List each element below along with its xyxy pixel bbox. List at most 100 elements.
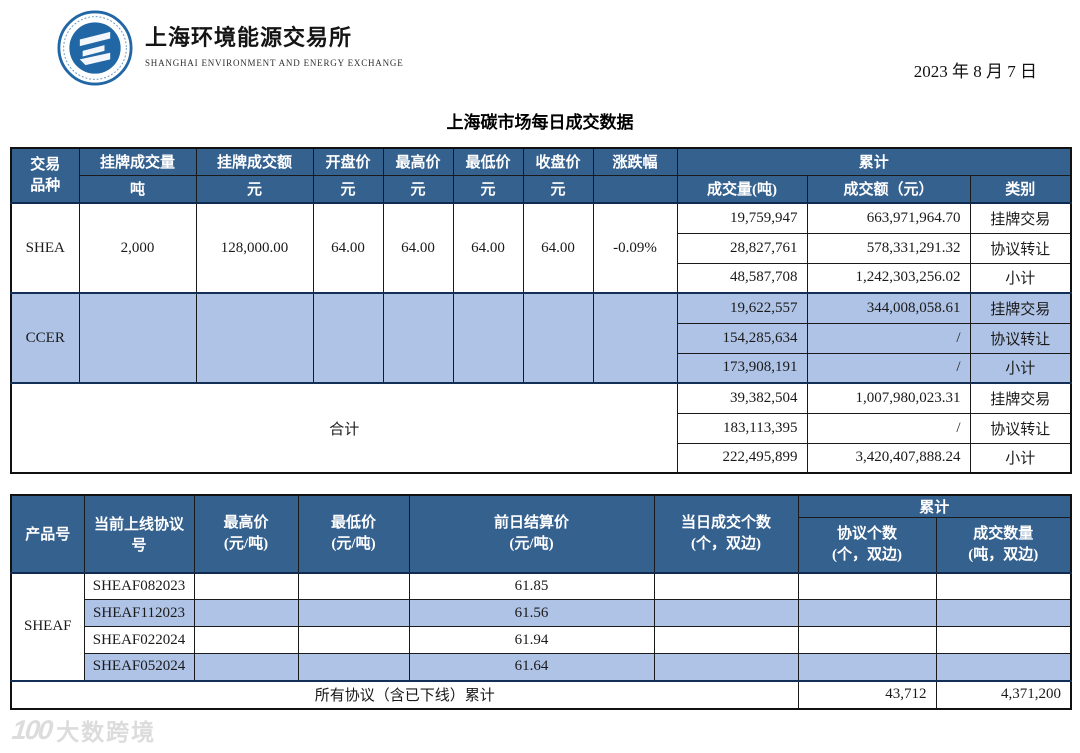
protocol-3-cum-count <box>797 653 937 681</box>
header-low: 最低价 <box>452 147 524 176</box>
protocol-2-cum-qty <box>935 626 1072 654</box>
protocol-2-low <box>297 626 410 654</box>
report-header: 上海环境能源交易所 SHANGHAI ENVIRONMENT AND ENERG… <box>10 0 1070 92</box>
variety-shea: SHEA <box>10 202 80 294</box>
shea-cum-volume-1: 28,827,761 <box>676 232 808 264</box>
ccer-category-1: 协议转让 <box>969 322 1072 354</box>
unit-listed-amount: 元 <box>195 174 314 204</box>
protocol-0: SHEAF082023 <box>83 572 195 600</box>
ccer-cum-amount-2: / <box>806 352 971 384</box>
header-cum-count: 协议个数 (个，双边) <box>797 517 937 573</box>
shea-cum-amount-0: 663,971,964.70 <box>806 202 971 234</box>
shea-category-2: 小计 <box>969 262 1072 294</box>
header-high: 最高价 <box>382 147 454 176</box>
table-row: CCER 19,622,557 344,008,058.61 挂牌交易 <box>10 292 1072 384</box>
table-row: SHEAF SHEAF082023 61.85 <box>10 572 1072 681</box>
ccer-cum-amount-1: / <box>806 322 971 354</box>
header-cum-qty: 成交数量 (吨，双边) <box>935 517 1072 573</box>
ccer-change <box>592 292 678 384</box>
ccer-cum-volume-0: 19,622,557 <box>676 292 808 324</box>
total-category-2: 小计 <box>969 442 1072 474</box>
header-product: 产品号 <box>10 494 85 573</box>
all-protocols-label: 所有协议（含已下线）累计 <box>10 679 799 709</box>
table-row: 154,285,634 / 协议转让 <box>11 322 1072 354</box>
product-sheaf: SHEAF <box>10 572 85 681</box>
protocol-2-day-count <box>653 626 799 654</box>
unit-listed-volume: 吨 <box>78 174 197 204</box>
protocol-2-cum-count <box>797 626 937 654</box>
variety-ccer: CCER <box>10 292 80 384</box>
protocol-3-prev-settle: 61.64 <box>408 653 655 681</box>
daily-market-table: 交易 品种 挂牌成交量 挂牌成交额 开盘价 最高价 最低价 收盘价 涨跌幅 累计… <box>10 147 1072 474</box>
header-listed-volume: 挂牌成交量 <box>78 147 197 176</box>
header-cumulative: 累计 <box>676 147 1072 176</box>
total-cum-volume-0: 39,382,504 <box>676 382 808 414</box>
shea-listed-volume: 2,000 <box>78 202 197 294</box>
shea-high: 64.00 <box>382 202 454 294</box>
header-prev-settle: 前日结算价 (元/吨) <box>408 494 655 573</box>
header-day-count: 当日成交个数 (个，双边) <box>653 494 799 573</box>
table-row: 173,908,191 / 小计 <box>11 352 1072 384</box>
protocol-1-cum-qty <box>935 599 1072 627</box>
header-cum-volume: 成交量(吨) <box>676 174 808 204</box>
ccer-low <box>452 292 524 384</box>
ccer-cum-amount-0: 344,008,058.61 <box>806 292 971 324</box>
unit-high: 元 <box>382 174 454 204</box>
total-cum-volume-2: 222,495,899 <box>676 442 808 474</box>
shea-low: 64.00 <box>452 202 524 294</box>
protocol-2-prev-settle: 61.94 <box>408 626 655 654</box>
table-row: 28,827,761 578,331,291.32 协议转让 <box>11 232 1072 264</box>
header-change: 涨跌幅 <box>592 147 678 176</box>
header-t2-cumulative: 累计 <box>797 494 1072 518</box>
protocol-1-high <box>193 599 299 627</box>
protocol-0-prev-settle: 61.85 <box>408 572 655 600</box>
protocol-3-low <box>297 653 410 681</box>
exchange-brand: 上海环境能源交易所 SHANGHAI ENVIRONMENT AND ENERG… <box>57 10 404 86</box>
unit-close: 元 <box>522 174 594 204</box>
table-footer-row: 所有协议（含已下线）累计 43,712 4,371,200 <box>10 679 1072 709</box>
table-row: SHEAF022024 61.94 <box>11 626 1072 654</box>
shea-category-1: 协议转让 <box>969 232 1072 264</box>
protocol-3-cum-qty <box>935 653 1072 681</box>
protocol-0-low <box>297 572 410 600</box>
table-row: 合计 39,382,504 1,007,980,023.31 挂牌交易 <box>10 382 1072 474</box>
header-close: 收盘价 <box>522 147 594 176</box>
ccer-close <box>522 292 594 384</box>
ccer-listed-amount <box>195 292 314 384</box>
protocol-0-cum-qty <box>935 572 1072 600</box>
protocol-1-day-count <box>653 599 799 627</box>
ccer-category-2: 小计 <box>969 352 1072 384</box>
table-row: SHEA 2,000 128,000.00 64.00 64.00 64.00 … <box>10 202 1072 294</box>
sheaf-protocol-table: 产品号 当前上线协议号 最高价 (元/吨) 最低价 (元/吨) 前日结算价 (元… <box>10 494 1073 710</box>
protocol-1-low <box>297 599 410 627</box>
ccer-cum-volume-2: 173,908,191 <box>676 352 808 384</box>
report-page: 上海环境能源交易所 SHANGHAI ENVIRONMENT AND ENERG… <box>10 0 1073 710</box>
protocol-2-high <box>193 626 299 654</box>
ccer-high <box>382 292 454 384</box>
header-protocol: 当前上线协议号 <box>83 494 195 573</box>
unit-change <box>592 174 678 204</box>
watermark-logo-icon: 100 <box>10 714 53 745</box>
table-row: SHEAF112023 61.56 <box>11 599 1072 627</box>
shea-cum-volume-0: 19,759,947 <box>676 202 808 234</box>
header-category: 类别 <box>969 174 1072 204</box>
exchange-logo-icon <box>57 10 133 86</box>
protocol-3-high <box>193 653 299 681</box>
total-cum-amount-0: 1,007,980,023.31 <box>806 382 971 414</box>
header-variety: 交易 品种 <box>10 147 80 204</box>
header-listed-amount: 挂牌成交额 <box>195 147 314 176</box>
table-row: 222,495,899 3,420,407,888.24 小计 <box>11 442 1072 474</box>
total-cum-amount-1: / <box>806 412 971 444</box>
total-category-0: 挂牌交易 <box>969 382 1072 414</box>
protocol-3: SHEAF052024 <box>83 653 195 681</box>
protocol-2: SHEAF022024 <box>83 626 195 654</box>
shea-cum-amount-2: 1,242,303,256.02 <box>806 262 971 294</box>
brand-text: 上海环境能源交易所 SHANGHAI ENVIRONMENT AND ENERG… <box>145 10 404 68</box>
header-cum-amount: 成交额（元） <box>806 174 971 204</box>
company-name-en: SHANGHAI ENVIRONMENT AND ENERGY EXCHANGE <box>145 58 404 68</box>
table-row: SHEAF052024 61.64 <box>11 653 1072 681</box>
ccer-cum-volume-1: 154,285,634 <box>676 322 808 354</box>
total-cum-amount-2: 3,420,407,888.24 <box>806 442 971 474</box>
shea-listed-amount: 128,000.00 <box>195 202 314 294</box>
ccer-category-0: 挂牌交易 <box>969 292 1072 324</box>
